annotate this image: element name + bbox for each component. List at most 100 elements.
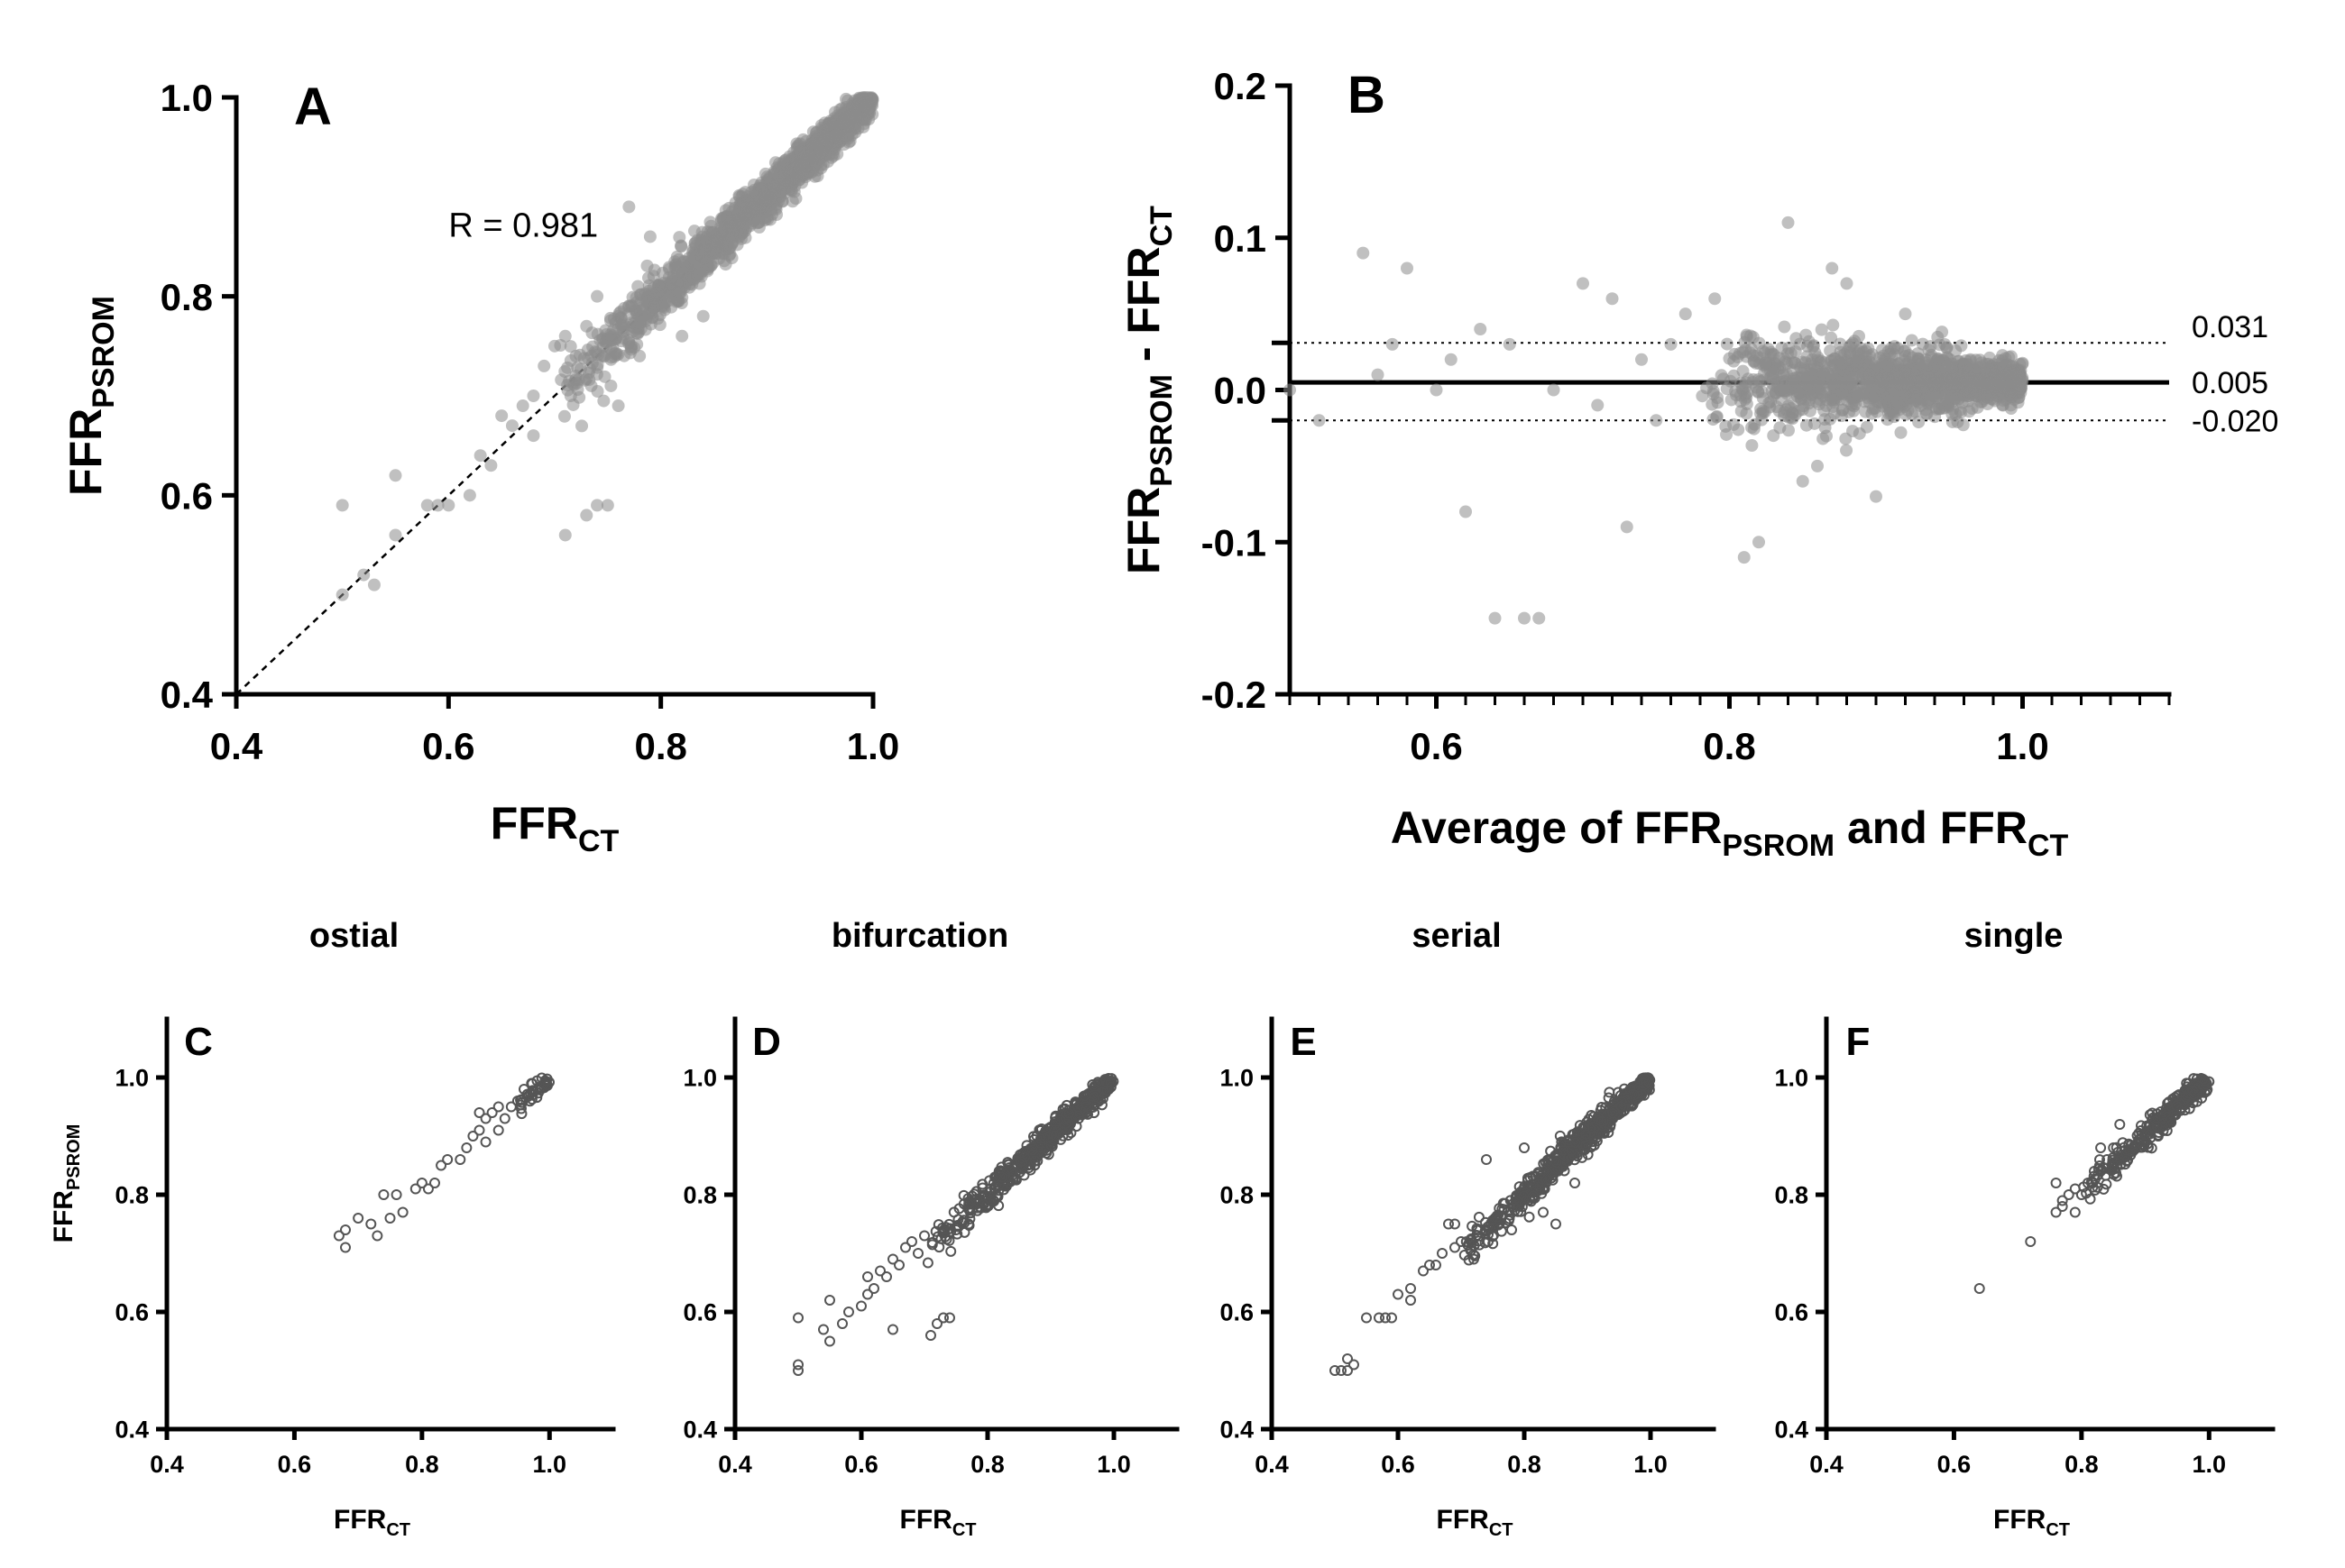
data-point [1532,611,1546,625]
data-point [591,289,604,303]
y-tick-label: 0.4 [161,674,214,716]
x-tick-label: 0.8 [2065,1451,2099,1478]
axis-label-main: FFR [1437,1505,1490,1535]
data-point [574,362,587,376]
data-point [952,1221,964,1233]
x-axis-label: Average of FFRPSROM and FFRCT [1391,802,2069,863]
data-point [1905,334,1918,347]
data-point [495,409,509,423]
axis-label-subscript: CT [2028,829,2069,863]
x-tick-label: 0.6 [422,725,474,767]
axis-label-subscript: CT [578,824,620,858]
data-point [1939,391,1953,405]
x-axis-label: FFRCT [900,1505,977,1540]
x-tick-label: 0.6 [1410,725,1462,767]
data-point [858,112,871,125]
data-point [1844,345,1857,359]
data-point [824,1295,835,1306]
data-point [894,1260,905,1270]
data-point [1449,1242,1460,1253]
data-point [597,350,611,363]
data-point [2056,1201,2068,1212]
x-tick-label: 1.0 [1996,725,2048,767]
data-point [1678,307,1692,321]
data-point [696,309,710,323]
data-point [887,1253,898,1265]
data-point [597,394,611,408]
data-point [1029,1155,1041,1167]
data-point [516,399,529,413]
data-point [1577,277,1589,290]
data-point [1767,366,1780,380]
data-point [467,1131,479,1142]
data-point [1803,404,1816,417]
data-point [1809,395,1823,408]
data-point [1063,1107,1075,1119]
data-point [389,469,402,482]
data-point [1781,215,1795,229]
data-point [1547,383,1560,397]
data-point [1815,323,1828,336]
data-point [1563,1134,1575,1146]
data-point [1531,1185,1542,1197]
data-point [813,142,826,156]
x-tick-label: 0.8 [970,1451,1005,1478]
data-point [994,1165,1006,1177]
data-point [695,250,709,263]
data-point [752,221,766,234]
data-point [1778,408,1791,422]
data-point [1026,1144,1038,1156]
axis-label-subscript: CT [1145,206,1179,247]
data-point [1550,1218,1561,1230]
data-point [1752,336,1766,350]
data-point [1405,1295,1416,1306]
data-point [1035,1137,1046,1149]
data-point [1825,331,1838,344]
data-point [1839,432,1853,445]
data-point [1940,362,1954,376]
data-point [1552,1163,1564,1175]
data-point [1380,1312,1391,1324]
data-point [1072,1101,1084,1113]
data-point [1807,417,1821,430]
data-point [1834,376,1847,390]
panel-letter: B [1347,66,1385,124]
data-point [1569,1137,1581,1149]
y-tick-label: 0.8 [1219,1182,1254,1209]
data-point [1981,398,1994,411]
data-point [1471,1230,1483,1242]
data-point [663,262,676,276]
data-point [1620,520,1633,534]
data-point [837,1318,848,1329]
data-point [978,1198,989,1210]
data-point [2171,1090,2183,1102]
panel-letter: F [1846,1020,1871,1064]
panel-title: bifurcation [832,917,1008,955]
data-point [527,429,540,443]
data-point [1901,404,1915,417]
axis-label-subscript: PSROM [1722,829,1835,863]
x-tick-label: 0.4 [1809,1451,1844,1478]
data-point [2050,1206,2062,1218]
data-point [1996,398,2009,411]
panel-title: single [1964,917,2064,955]
data-point [869,1283,879,1294]
data-point [970,1198,982,1210]
data-point [862,1288,873,1300]
data-point [1443,1218,1454,1230]
data-point [2050,1178,2062,1188]
data-point [827,130,841,143]
axis-label-subscript: CT [952,1520,977,1540]
data-point [2094,1154,2106,1166]
x-tick-label: 0.6 [1937,1451,1972,1478]
data-point [2184,1087,2195,1099]
data-point [2131,1130,2143,1142]
data-point [474,449,487,463]
y-tick-label: 1.0 [115,1065,149,1092]
data-point [1385,337,1399,351]
data-point [1504,1209,1516,1221]
data-point [1444,353,1458,366]
data-point [1945,408,1959,421]
axis-label-main: FFR [1118,487,1169,574]
correlation-annotation: R = 0.981 [448,206,598,244]
